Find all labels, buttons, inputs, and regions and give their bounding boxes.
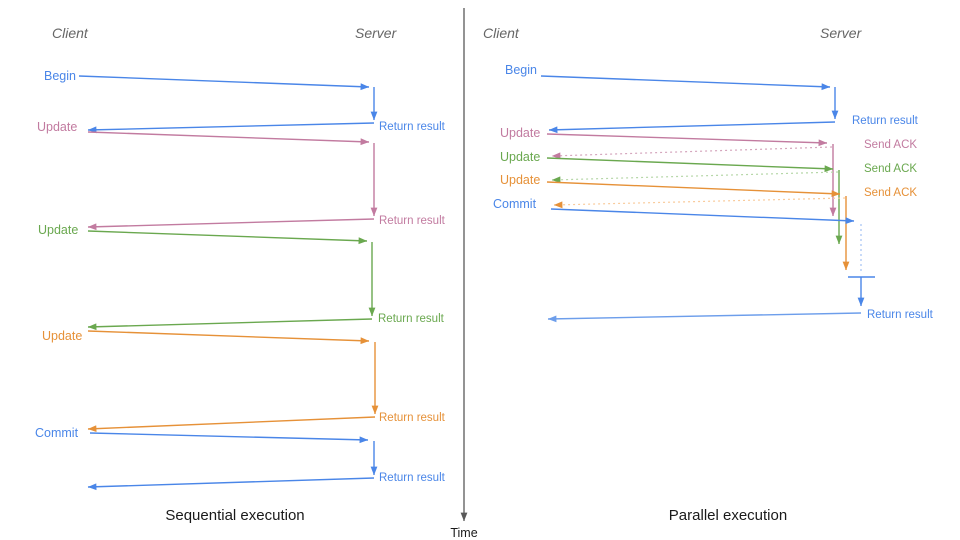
seq-update2-response-arrow (87, 318, 373, 331)
par-update3-ack-label: Send ACK (864, 187, 917, 199)
par-begin-label: Begin (505, 63, 537, 77)
parallel-panel: Client Server Begin Return result Update… (483, 25, 934, 524)
par-update1-label: Update (500, 126, 540, 140)
seq-begin-label: Begin (44, 69, 76, 83)
par-commit-label: Commit (493, 197, 537, 211)
seq-begin-response-arrow (87, 122, 375, 134)
seq-commit-request-arrow (89, 432, 369, 444)
seq-commit-label: Commit (35, 426, 79, 440)
client-header-left: Client (52, 25, 89, 41)
seq-update3-label: Update (42, 329, 82, 343)
server-header-left: Server (355, 25, 398, 41)
sequential-panel-title: Sequential execution (165, 507, 304, 524)
seq-update3-response-arrow (87, 416, 376, 433)
seq-update1-request-arrow (87, 131, 370, 146)
seq-commit-response-arrow (87, 477, 375, 491)
par-update2-ack-arrow (551, 171, 839, 184)
par-update3-label: Update (500, 173, 540, 187)
seq-update1-label: Update (37, 120, 77, 134)
par-commit-response-label: Return result (867, 309, 934, 321)
client-header-right: Client (483, 25, 520, 41)
seq-update2-request-arrow (87, 230, 368, 245)
par-update2-ack-label: Send ACK (864, 163, 917, 175)
par-begin-response-arrow (548, 121, 836, 134)
par-update1-ack-label: Send ACK (864, 139, 917, 151)
server-header-right: Server (820, 25, 863, 41)
seq-update1-response-arrow (87, 218, 375, 231)
par-begin-request-arrow (540, 75, 831, 91)
par-update3-ack-arrow (553, 197, 846, 209)
par-update2-request-arrow (546, 157, 834, 173)
seq-update3-response-label: Return result (379, 412, 446, 424)
par-update3-request-arrow (546, 181, 841, 198)
seq-update2-label: Update (38, 223, 78, 237)
par-commit-response-arrow (547, 312, 862, 323)
par-update1-request-arrow (546, 133, 828, 147)
par-update1-ack-arrow (551, 146, 833, 160)
sequential-panel: Client Server Begin Return result Update… (35, 25, 446, 524)
seq-begin-response-label: Return result (379, 121, 446, 133)
seq-begin-request-arrow (78, 75, 370, 91)
time-axis: Time (450, 8, 478, 540)
seq-commit-response-label: Return result (379, 472, 446, 484)
par-commit-request-arrow (550, 208, 855, 225)
seq-update1-response-label: Return result (379, 215, 446, 227)
parallel-panel-title: Parallel execution (669, 507, 787, 524)
seq-update2-response-label: Return result (378, 313, 445, 325)
par-update2-label: Update (500, 150, 540, 164)
seq-update3-request-arrow (87, 330, 370, 345)
par-begin-response-label: Return result (852, 115, 919, 127)
time-axis-label: Time (450, 526, 477, 540)
